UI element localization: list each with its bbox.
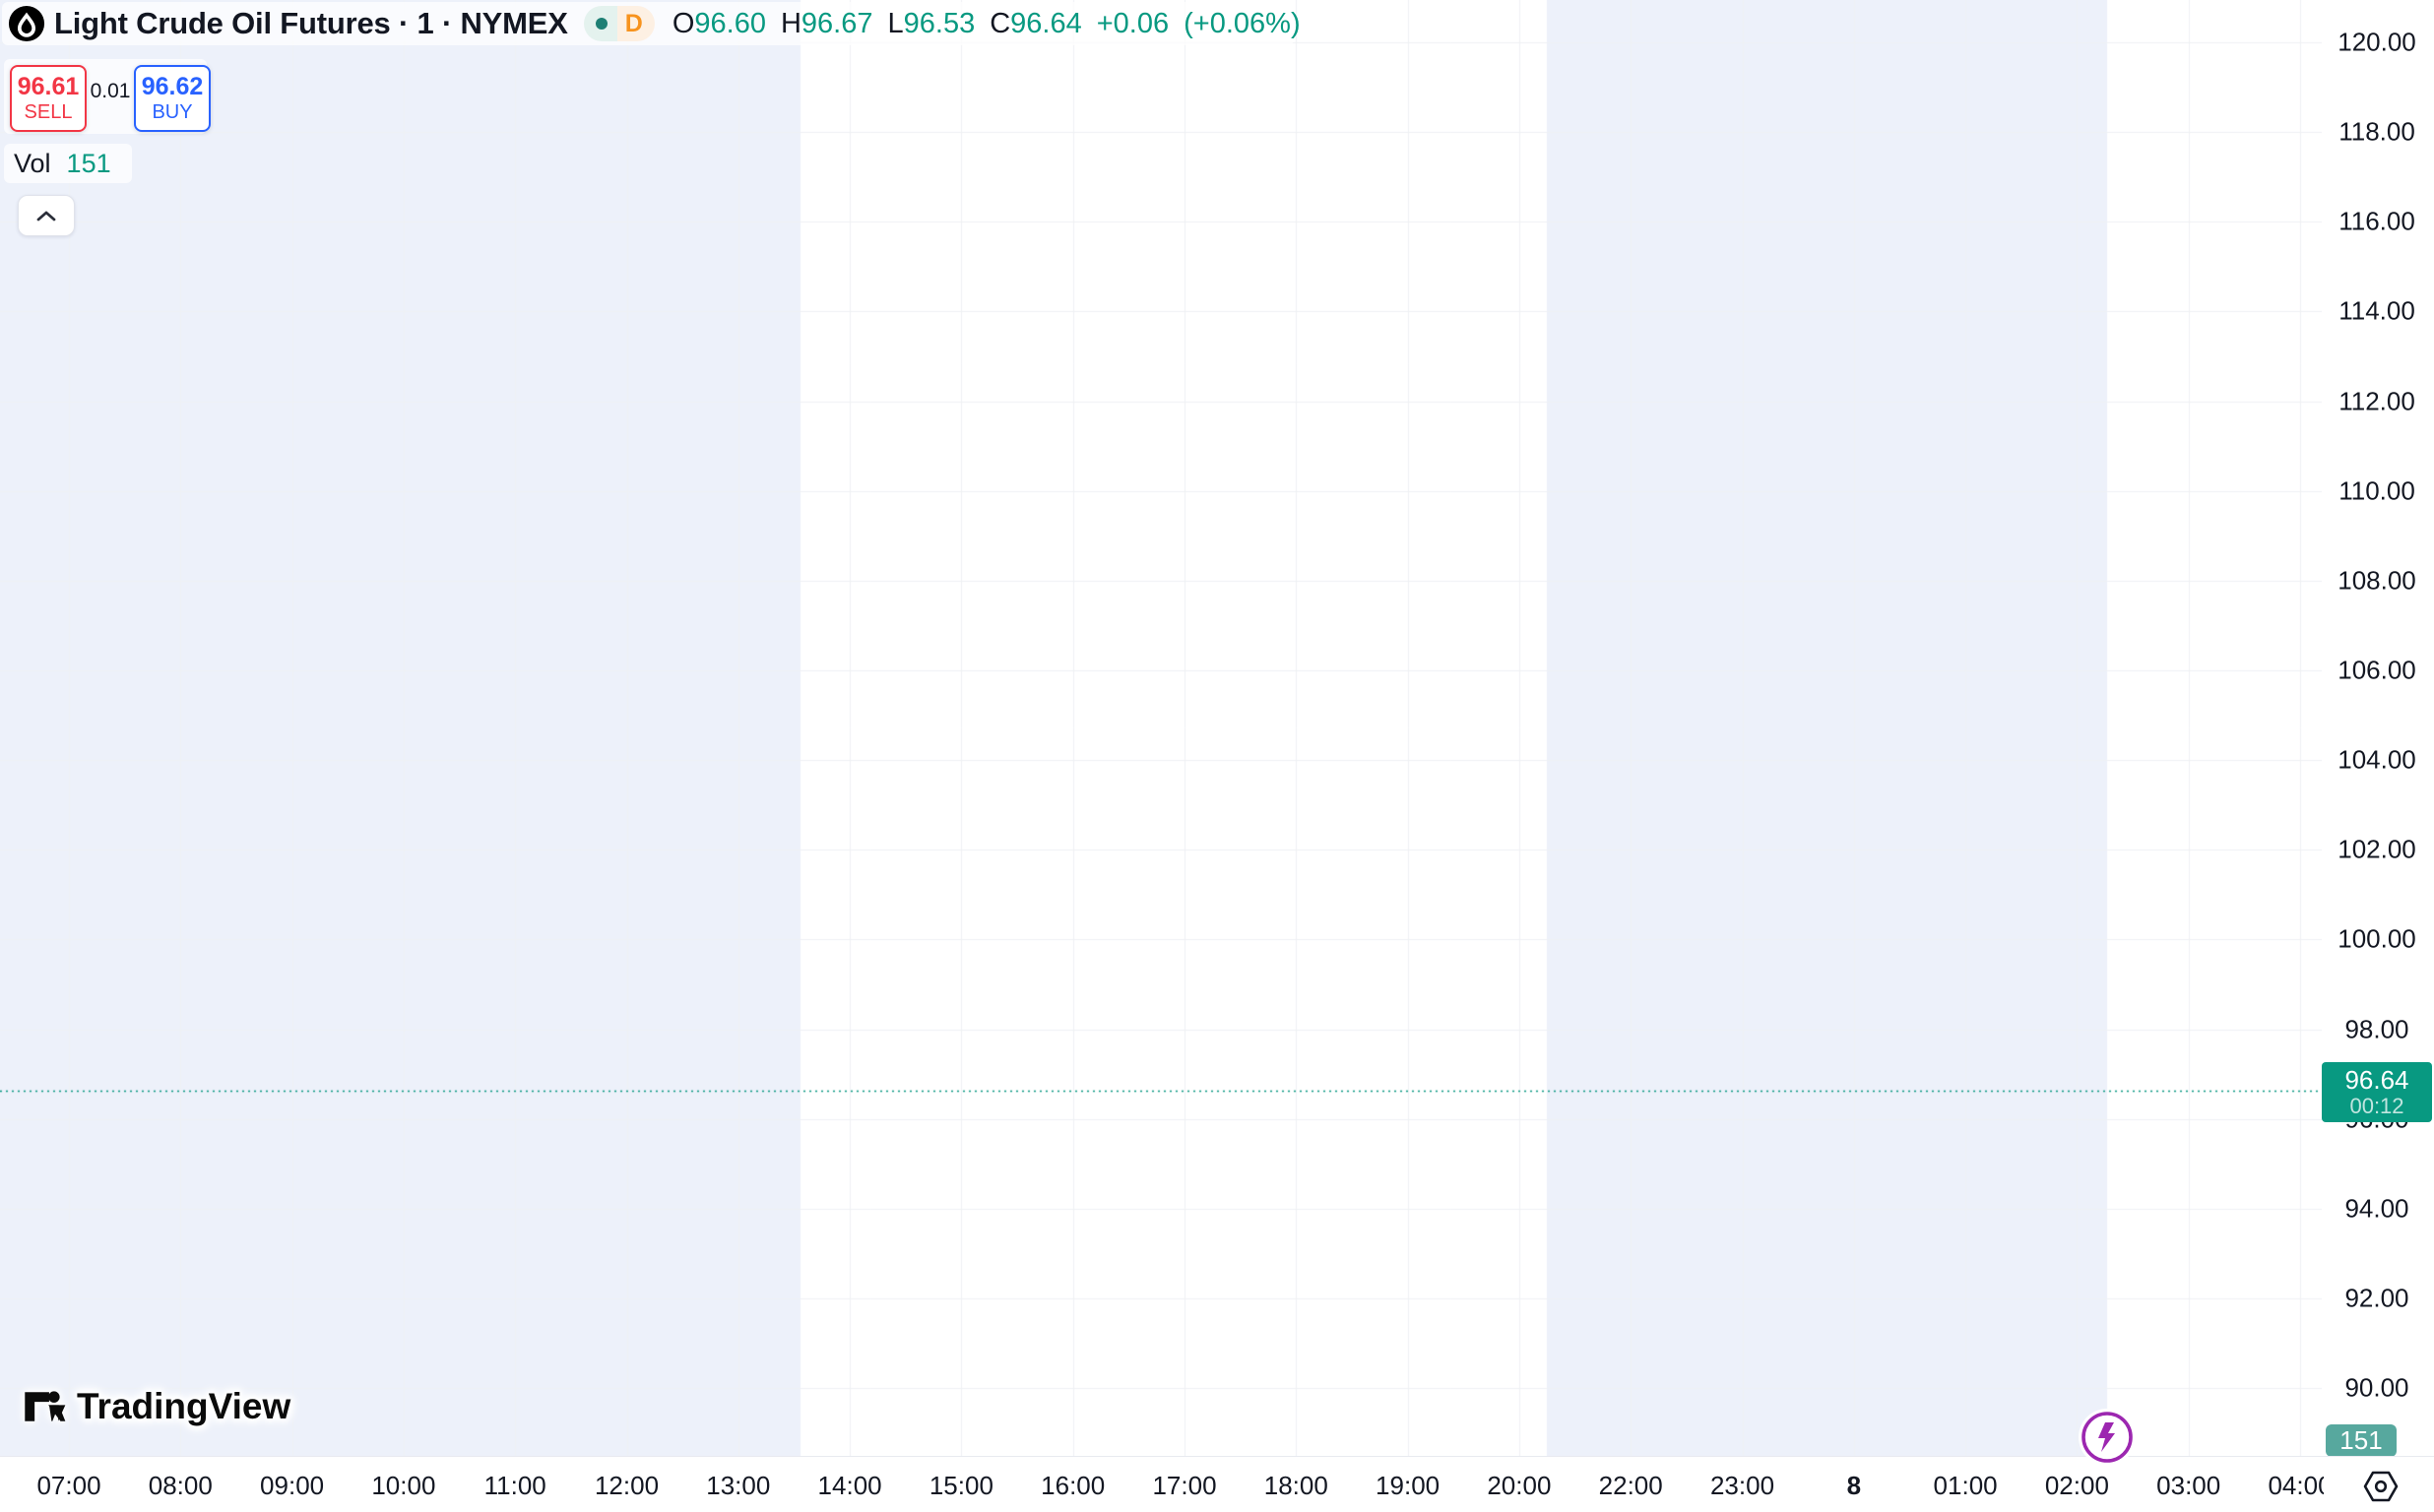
buy-button[interactable]: 96.62 BUY [134, 65, 211, 132]
bar-countdown: 00:12 [2349, 1093, 2404, 1118]
watermark-text: TradingView [77, 1386, 291, 1426]
time-label: 13:00 [706, 1471, 771, 1500]
time-label: 8 [1846, 1471, 1862, 1500]
price-tick-label: 110.00 [2338, 475, 2415, 506]
open-label: O [672, 7, 695, 39]
time-label: 14:00 [817, 1471, 882, 1500]
change-percent: (+0.06%) [1184, 7, 1301, 39]
open-value: 96.60 [694, 7, 766, 39]
realtime-lightning-icon[interactable] [2076, 1406, 2139, 1469]
volume-current-value: 151 [66, 149, 111, 178]
time-label: 17:00 [1152, 1471, 1217, 1500]
market-status-dot-icon [583, 6, 617, 41]
volume-value-tag: 151 [2326, 1424, 2397, 1457]
spread-value: 0.01 [90, 80, 131, 102]
time-label: 22:00 [1598, 1471, 1663, 1500]
price-tick-label: 108.00 [2338, 565, 2416, 596]
price-tick-label: 90.00 [2344, 1372, 2409, 1403]
price-scale[interactable]: 120.00 118.00 116.00 114.00 112.00 110.00 108.… [2322, 0, 2434, 1457]
interval-badge: D [616, 6, 655, 41]
price-tick-label: 112.00 [2338, 386, 2415, 416]
sell-button[interactable]: 96.61 SELL [10, 65, 87, 132]
time-label: 08:00 [148, 1471, 213, 1500]
collapse-legend-button[interactable] [18, 195, 75, 236]
close-value: 96.64 [1010, 7, 1082, 39]
symbol-logo-oil-icon[interactable] [8, 5, 45, 42]
chevron-up-icon [36, 211, 56, 221]
time-label: 03:00 [2156, 1471, 2221, 1500]
chart-canvas[interactable] [0, 0, 2322, 1456]
time-label: 23:00 [1709, 1471, 1775, 1500]
time-label: 19:00 [1376, 1471, 1441, 1500]
close-label: C [990, 7, 1011, 39]
tradingview-watermark: TradingView [22, 1384, 290, 1429]
sell-label: SELL [24, 101, 73, 123]
scale-settings-icon[interactable] [2363, 1471, 2399, 1502]
last-price-value: 96.64 [2344, 1064, 2409, 1095]
symbol-title[interactable]: Light Crude Oil Futures · 1 · NYMEX [54, 6, 568, 40]
price-tick-label: 102.00 [2338, 834, 2416, 864]
price-tick-label: 104.00 [2338, 744, 2416, 775]
time-label: 18:00 [1263, 1471, 1328, 1500]
buy-price: 96.62 [141, 73, 204, 100]
low-label: L [887, 7, 904, 39]
low-value: 96.53 [903, 7, 976, 39]
time-label: 11:00 [483, 1471, 546, 1500]
high-value: 96.67 [801, 7, 873, 39]
tradingview-logo-icon [25, 1391, 66, 1421]
time-label: 20:00 [1487, 1471, 1552, 1500]
time-label: 16:00 [1041, 1471, 1106, 1500]
last-price-tag[interactable]: 96.64 00:12 [2322, 1061, 2432, 1122]
legend-backing-3 [4, 144, 132, 183]
price-tick-label: 116.00 [2338, 206, 2415, 236]
price-tick-label: 106.00 [2338, 655, 2416, 685]
price-tick-label: 92.00 [2344, 1283, 2409, 1313]
time-label: 04:00 [2268, 1471, 2324, 1500]
legend-title-row: Light Crude Oil Futures · 1 · NYMEX D O9… [8, 3, 1315, 44]
sell-price: 96.61 [17, 73, 80, 100]
time-label: 07:00 [36, 1471, 101, 1500]
price-tick-label: 120.00 [2338, 27, 2416, 57]
time-label: 10:00 [371, 1471, 436, 1500]
ohlc-values: O96.60 H96.67 L96.53 C96.64 +0.06 (+0.06… [673, 8, 1315, 40]
price-tick-label: 118.00 [2338, 116, 2415, 147]
change-value: +0.06 [1096, 7, 1170, 39]
price-tick-label: 114.00 [2338, 295, 2415, 326]
time-label: 02:00 [2044, 1471, 2109, 1500]
price-tick-label: 94.00 [2344, 1193, 2409, 1224]
price-tick-label: 98.00 [2344, 1014, 2409, 1044]
price-tick-label: 100.00 [2338, 923, 2416, 954]
time-label: 15:00 [929, 1471, 993, 1500]
trade-buttons-row: 96.61 SELL 0.01 96.62 BUY [10, 65, 211, 132]
time-label: 09:00 [260, 1471, 325, 1500]
volume-legend-row[interactable]: Vol 151 [14, 149, 111, 179]
time-scale[interactable]: 07:00 08:00 09:00 10:00 11:00 12:00 13:00 14:00… [0, 1456, 2434, 1512]
volume-label: Vol [14, 149, 51, 178]
time-label: 01:00 [1933, 1471, 1998, 1500]
high-label: H [780, 7, 801, 39]
time-label: 12:00 [594, 1471, 660, 1500]
buy-label: BUY [152, 101, 193, 123]
status-badge[interactable]: D [583, 6, 655, 41]
